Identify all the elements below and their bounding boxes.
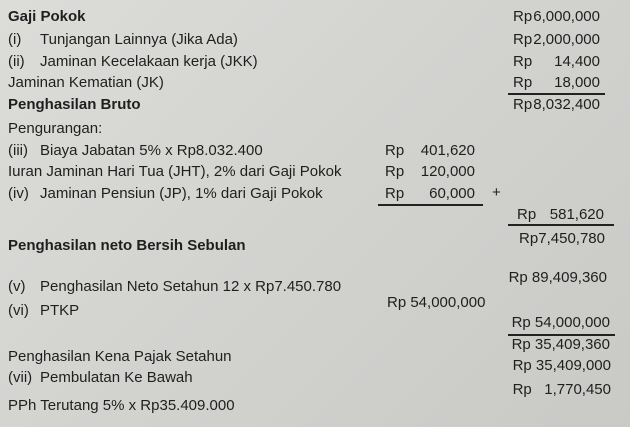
jht-value: 120,000 <box>420 163 475 180</box>
currency: Rp <box>519 230 539 247</box>
item-number: (vii) <box>8 369 33 386</box>
item-number: (iii) <box>8 142 28 159</box>
pph-label: PPh Terutang 5% x Rp35.409.000 <box>8 397 235 414</box>
biaya-jabatan-row-label: (iii) Biaya Jabatan 5% x Rp8.032.400 <box>8 142 263 160</box>
item-number: (ii) <box>8 53 25 70</box>
neto-bulan-value: 7,450,780 <box>538 230 605 247</box>
total-pengurangan-value: 581,620 <box>549 206 604 223</box>
neto-tahun-value: Rp 89,409,360 <box>508 269 607 286</box>
gaji-pokok-value: 6,000,000 <box>533 8 600 25</box>
currency: Rp <box>517 206 537 223</box>
jkk-value: 14,400 <box>554 53 600 70</box>
jkk-label: Jaminan Kecelakaan kerja (JKK) <box>40 53 258 70</box>
jkk-row-label: (ii) Jaminan Kecelakaan kerja (JKK) <box>8 53 258 71</box>
ptkp-row-label: (vi) PTKP <box>8 302 79 320</box>
item-number: (vi) <box>8 302 29 319</box>
currency: Rp <box>513 31 533 48</box>
gaji-pokok-label: Gaji Pokok <box>8 8 86 25</box>
plus-operator: + <box>492 184 501 201</box>
pkp-label: Penghasilan Kena Pajak Setahun <box>8 348 232 365</box>
item-number: (i) <box>8 31 22 48</box>
jp-value: 60,000 <box>429 185 475 202</box>
jk-label: Jaminan Kematian (JK) <box>8 74 164 91</box>
ptkp-mid-value: Rp 54,000,000 <box>387 294 486 311</box>
bruto-value: 8,032,400 <box>533 96 600 113</box>
currency: Rp <box>385 185 405 202</box>
neto-bulan-label: Penghasilan neto Bersih Sebulan <box>8 237 246 254</box>
difference-line <box>508 224 614 226</box>
pph-value: Rp 1,770,450 <box>512 381 611 398</box>
tunjangan-value: 2,000,000 <box>533 31 600 48</box>
sum-line <box>508 93 605 95</box>
pengurangan-label: Pengurangan: <box>8 120 103 137</box>
neto-tahun-label: Penghasilan Neto Setahun 12 x Rp7.450.78… <box>40 278 342 295</box>
jht-label: Iuran Jaminan Hari Tua (JHT), 2% dari Ga… <box>8 163 342 180</box>
tunjangan-row-label: (i) Tunjangan Lainnya (Jika Ada) <box>8 31 238 49</box>
currency: Rp <box>385 163 405 180</box>
currency: Rp <box>513 8 533 25</box>
tunjangan-label: Tunjangan Lainnya (Jika Ada) <box>40 31 238 48</box>
currency: Rp <box>513 96 533 113</box>
biaya-jabatan-label: Biaya Jabatan 5% x Rp8.032.400 <box>40 142 263 159</box>
item-number: (v) <box>8 278 26 295</box>
jp-row-label: (iv) Jaminan Pensiun (JP), 1% dari Gaji P… <box>8 185 323 203</box>
ptkp-value: Rp 54,000,000 <box>511 314 610 331</box>
subtotal-line <box>378 204 483 206</box>
pembulatan-row-label: (vii) Pembulatan Ke Bawah <box>8 369 193 387</box>
difference-line <box>508 334 615 336</box>
bruto-label: Penghasilan Bruto <box>8 96 141 113</box>
jp-label: Jaminan Pensiun (JP), 1% dari Gaji Pokok <box>40 185 323 202</box>
jk-value: 18,000 <box>554 74 600 91</box>
biaya-jabatan-value: 401,620 <box>420 142 475 159</box>
pkp-value: Rp 35,409,000 <box>512 357 611 374</box>
pkp-raw-value: Rp 35,409,360 <box>511 336 610 353</box>
ptkp-label: PTKP <box>40 302 80 319</box>
currency: Rp <box>385 142 405 159</box>
currency: Rp <box>513 53 533 70</box>
currency: Rp <box>513 74 533 91</box>
neto-tahun-row-label: (v) Penghasilan Neto Setahun 12 x Rp7.450… <box>8 278 341 296</box>
pembulatan-label: Pembulatan Ke Bawah <box>40 369 193 386</box>
item-number: (iv) <box>8 185 29 202</box>
